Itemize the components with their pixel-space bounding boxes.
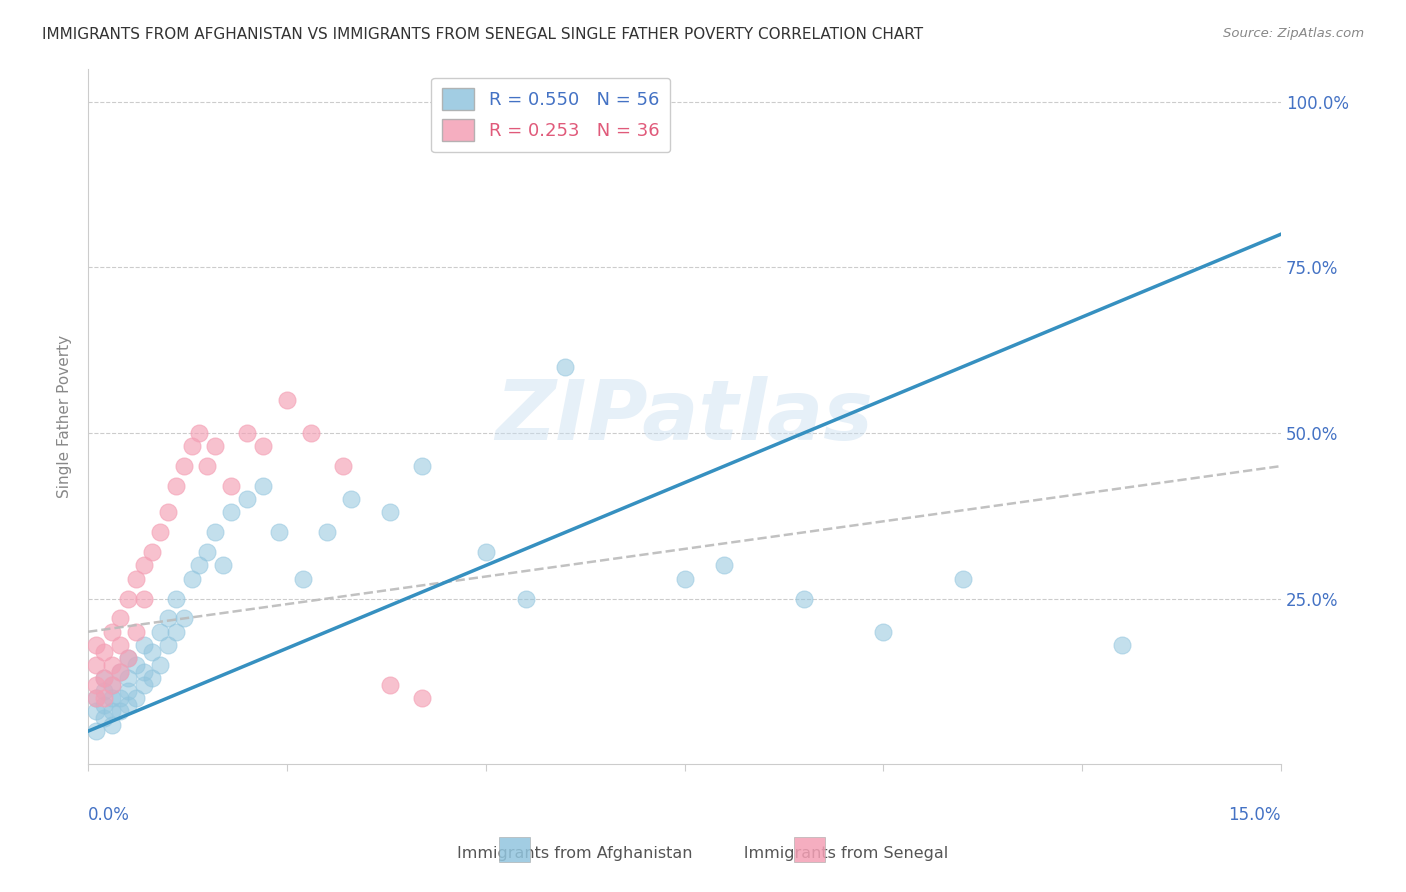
Point (180, 439, 202, 453)
Point (793, 591, 815, 606)
Point (141, 545, 163, 559)
Point (332, 459, 354, 474)
Point (673, 572, 696, 586)
Point (204, 439, 226, 453)
Point (221, 506, 243, 520)
Legend: R = 0.550   N = 56, R = 0.253   N = 36: R = 0.550 N = 56, R = 0.253 N = 36 (432, 78, 671, 153)
Point (515, 591, 537, 606)
Point (165, 624, 187, 639)
Point (236, 492, 259, 507)
Point (117, 671, 139, 685)
Point (108, 704, 131, 718)
Point (101, 691, 124, 706)
Point (252, 439, 274, 453)
Point (221, 479, 243, 493)
Point (101, 678, 124, 692)
Point (291, 572, 314, 586)
Point (125, 572, 148, 586)
Point (212, 558, 235, 573)
Point (197, 545, 219, 559)
Y-axis label: Single Father Poverty: Single Father Poverty (58, 334, 72, 498)
Point (236, 425, 259, 440)
Text: 15.0%: 15.0% (1229, 806, 1281, 824)
Point (188, 558, 211, 573)
Point (380, 678, 402, 692)
Point (132, 678, 155, 692)
Point (125, 657, 148, 672)
Point (132, 558, 155, 573)
Point (93, 645, 115, 659)
Point (108, 665, 131, 679)
Point (156, 638, 179, 652)
Point (252, 479, 274, 493)
Point (125, 624, 148, 639)
Point (267, 525, 290, 540)
Point (101, 624, 124, 639)
Point (713, 558, 735, 573)
Point (1111, 638, 1133, 652)
Point (132, 591, 155, 606)
Point (554, 359, 576, 374)
Point (117, 684, 139, 698)
Point (149, 657, 172, 672)
Point (93, 671, 115, 685)
Point (117, 591, 139, 606)
Point (141, 645, 163, 659)
Point (165, 479, 187, 493)
Point (180, 572, 202, 586)
Point (276, 392, 298, 407)
Point (149, 525, 172, 540)
Point (101, 678, 124, 692)
Point (84, 724, 107, 739)
Point (474, 545, 496, 559)
Point (173, 459, 195, 474)
Text: ZIPatlas: ZIPatlas (496, 376, 873, 457)
Point (188, 425, 211, 440)
Text: Source: ZipAtlas.com: Source: ZipAtlas.com (1223, 27, 1364, 40)
Point (93, 691, 115, 706)
Point (411, 459, 433, 474)
Text: Immigrants from Afghanistan          Immigrants from Senegal: Immigrants from Afghanistan Immigrants f… (457, 846, 949, 861)
Point (93, 711, 115, 725)
Point (84, 691, 107, 706)
Point (101, 657, 124, 672)
Point (141, 671, 163, 685)
Point (872, 624, 894, 639)
Point (952, 572, 974, 586)
Point (315, 525, 337, 540)
Point (108, 638, 131, 652)
Point (117, 698, 139, 712)
Point (149, 624, 172, 639)
Point (339, 492, 361, 507)
Point (101, 704, 124, 718)
Point (93, 698, 115, 712)
Point (93, 671, 115, 685)
Point (108, 691, 131, 706)
Point (132, 638, 155, 652)
Point (197, 459, 219, 474)
Point (84, 678, 107, 692)
Point (117, 651, 139, 665)
Point (156, 506, 179, 520)
Point (156, 611, 179, 625)
Point (299, 425, 322, 440)
Point (101, 717, 124, 731)
Point (165, 591, 187, 606)
Point (84, 704, 107, 718)
Point (93, 684, 115, 698)
Point (108, 665, 131, 679)
Point (84, 691, 107, 706)
Point (108, 611, 131, 625)
Point (411, 691, 433, 706)
Point (204, 525, 226, 540)
Point (132, 665, 155, 679)
Point (84, 638, 107, 652)
Point (117, 651, 139, 665)
Point (125, 691, 148, 706)
Text: IMMIGRANTS FROM AFGHANISTAN VS IMMIGRANTS FROM SENEGAL SINGLE FATHER POVERTY COR: IMMIGRANTS FROM AFGHANISTAN VS IMMIGRANT… (42, 27, 924, 42)
Point (173, 611, 195, 625)
Point (380, 506, 402, 520)
Point (84, 657, 107, 672)
Text: 0.0%: 0.0% (89, 806, 129, 824)
